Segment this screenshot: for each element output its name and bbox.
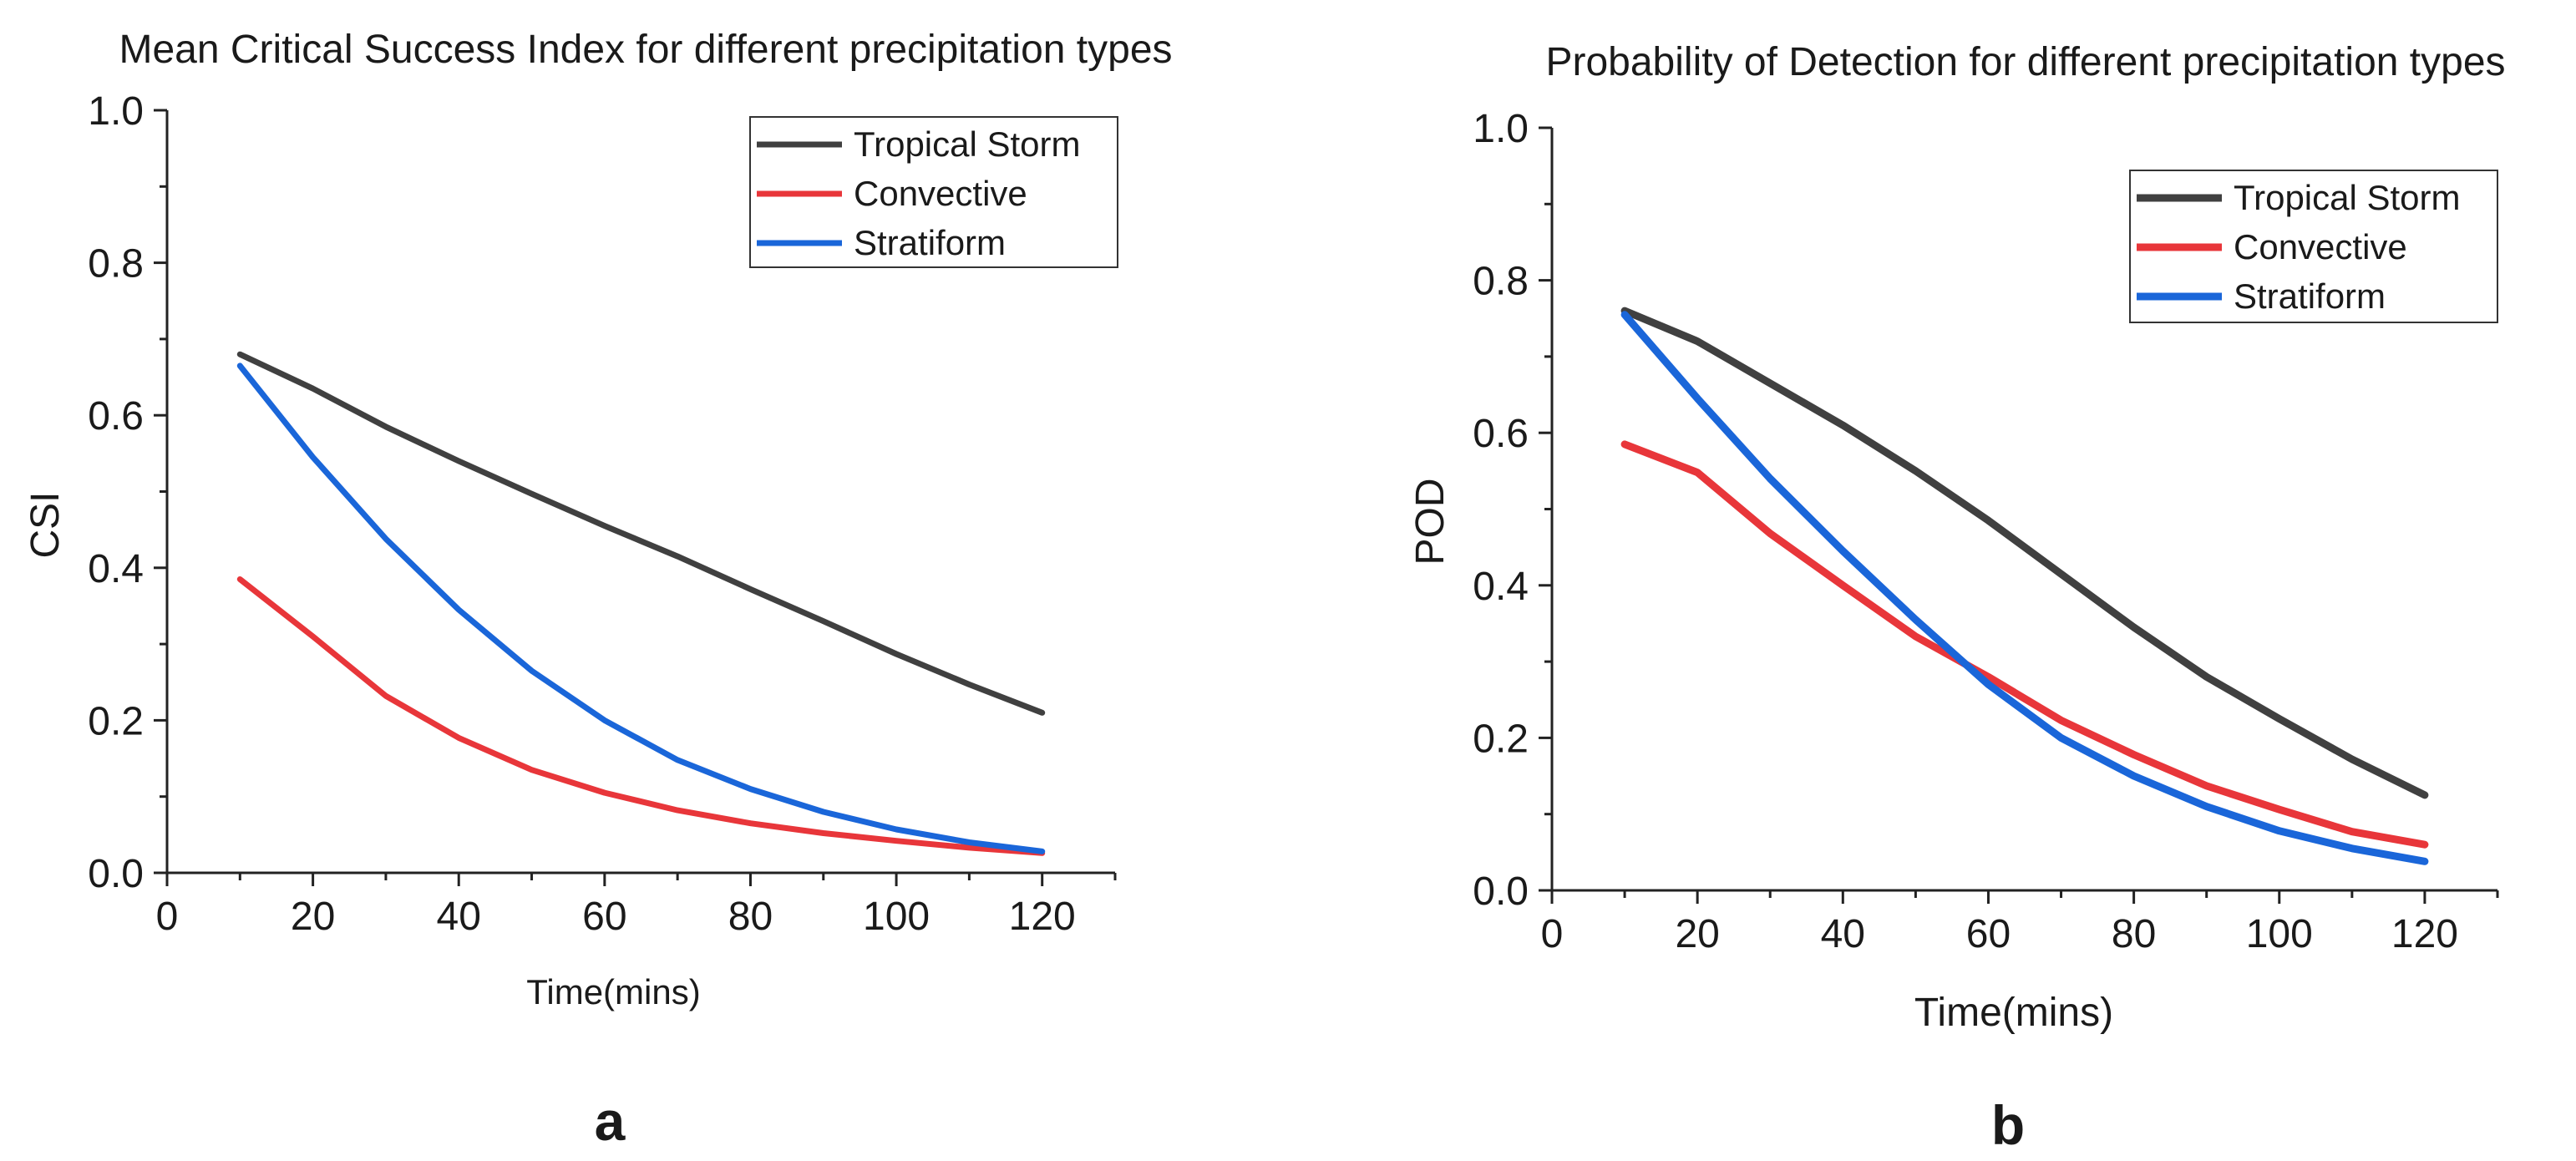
y-tick-label: 1.0 xyxy=(88,89,144,134)
y-tick-label: 0.2 xyxy=(1473,717,1529,761)
x-tick-label: 120 xyxy=(2391,912,2458,956)
y-tick-label: 0.0 xyxy=(1473,869,1529,914)
chart-title: Mean Critical Success Index for differen… xyxy=(119,28,1172,72)
y-tick-label: 0.4 xyxy=(1473,565,1529,609)
legend-label: Stratiform xyxy=(2234,276,2386,316)
y-tick-label: 0.6 xyxy=(1473,412,1529,456)
series-line-convective xyxy=(1620,440,2429,849)
series-line-stratiform xyxy=(236,362,1046,854)
x-tick-label: 20 xyxy=(1675,912,1719,956)
chart-panel-2: Probability of Detection for different p… xyxy=(1408,40,2506,1156)
x-tick-label: 80 xyxy=(2112,912,2156,956)
legend-label: Tropical Storm xyxy=(854,124,1081,164)
legend: Tropical Storm Convective Stratiform xyxy=(749,116,1118,268)
x-axis-label: Time(mins) xyxy=(1914,991,2113,1035)
series-line-tropical-storm xyxy=(236,351,1046,716)
series-line-convective xyxy=(236,576,1046,856)
y-tick-label: 0.0 xyxy=(88,852,144,896)
x-tick-label: 60 xyxy=(1966,912,2011,956)
x-tick-label: 120 xyxy=(1009,895,1076,939)
y-axis-label: CSI xyxy=(23,491,68,558)
y-axis-label: POD xyxy=(1408,478,1453,565)
x-tick-label: 80 xyxy=(728,895,773,939)
y-tick-label: 1.0 xyxy=(1473,107,1529,151)
x-tick-label: 100 xyxy=(863,895,930,939)
legend: Tropical Storm Convective Stratiform xyxy=(2129,170,2498,323)
x-tick-label: 100 xyxy=(2246,912,2313,956)
x-tick-label: 60 xyxy=(582,895,626,939)
x-tick-label: 40 xyxy=(1821,912,1865,956)
legend-label: Stratiform xyxy=(854,223,1006,262)
legend-label: Convective xyxy=(854,174,1027,213)
legend-label: Convective xyxy=(2234,227,2407,266)
y-tick-label: 0.8 xyxy=(88,242,144,286)
y-tick-label: 0.6 xyxy=(88,394,144,439)
y-tick-label: 0.8 xyxy=(1473,260,1529,304)
x-tick-label: 40 xyxy=(437,895,481,939)
series-line-stratiform xyxy=(1620,311,2429,865)
x-tick-label: 20 xyxy=(291,895,335,939)
chart-panel-1: Mean Critical Success Index for differen… xyxy=(23,28,1173,1152)
y-tick-label: 0.4 xyxy=(88,547,144,591)
x-tick-label: 0 xyxy=(156,895,179,939)
panel-letter: b xyxy=(1991,1094,2025,1156)
x-axis-label: Time(mins) xyxy=(526,972,700,1011)
series-line-tropical-storm xyxy=(1620,307,2429,799)
chart-title: Probability of Detection for different p… xyxy=(1545,40,2505,84)
panel-letter: a xyxy=(595,1090,626,1152)
y-tick-label: 0.2 xyxy=(88,699,144,743)
x-tick-label: 0 xyxy=(1541,912,1564,956)
legend-label: Tropical Storm xyxy=(2234,178,2461,217)
